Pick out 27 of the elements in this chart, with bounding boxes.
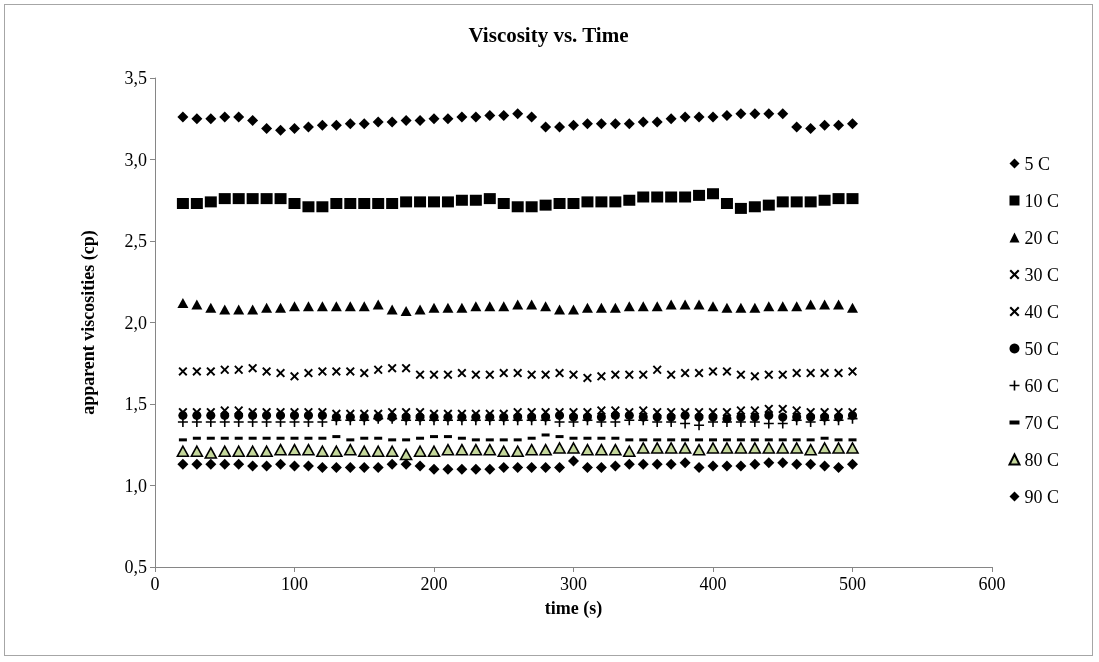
chart-title: Viscosity vs. Time <box>468 22 629 47</box>
legend-label: 60 C <box>1024 375 1060 396</box>
y-tick-label: 1,5 <box>124 394 147 414</box>
x-tick-label: 500 <box>839 574 866 594</box>
legend-label: 30 C <box>1024 264 1060 285</box>
x-tick-label: 100 <box>281 574 308 594</box>
y-tick-label: 1,0 <box>124 475 147 496</box>
x-axis-title: time (s) <box>544 598 603 619</box>
x-tick-label: 300 <box>560 574 587 594</box>
y-tick-label: 3,0 <box>124 149 147 170</box>
legend-label: 70 C <box>1024 412 1060 433</box>
legend-label: 20 C <box>1024 227 1060 248</box>
y-tick-label: 0,5 <box>124 557 147 577</box>
legend-label: 90 C <box>1024 486 1060 507</box>
x-tick-label: 600 <box>978 574 1006 594</box>
y-tick-label: 2,0 <box>124 312 147 333</box>
legend-label: 50 C <box>1024 338 1060 359</box>
legend-label: 80 C <box>1024 449 1060 470</box>
y-tick-label: 2,5 <box>124 231 147 251</box>
legend-label: 10 C <box>1024 190 1060 211</box>
y-tick-label: 3,5 <box>124 68 147 88</box>
y-axis-title: apparent viscosities (cp) <box>78 230 99 415</box>
x-tick-label: 0 <box>150 574 160 594</box>
legend-label: 40 C <box>1024 301 1060 322</box>
x-tick-label: 400 <box>699 574 727 594</box>
x-tick-label: 200 <box>420 574 448 594</box>
legend-label: 5 C <box>1024 153 1051 174</box>
